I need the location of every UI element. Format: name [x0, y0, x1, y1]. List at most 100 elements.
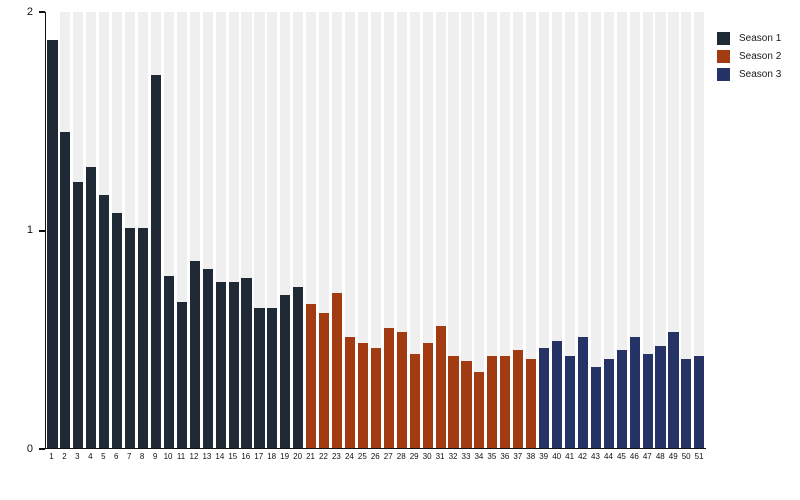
bar	[577, 336, 588, 448]
background-band	[357, 12, 368, 448]
plot-slot	[188, 12, 201, 448]
x-tick-label: 42	[578, 452, 587, 461]
plot-slot	[214, 12, 227, 448]
plot-slot	[46, 12, 59, 448]
x-tick-label: 37	[513, 452, 523, 461]
x-tick-label: 39	[539, 452, 549, 461]
legend-label: Season 1	[739, 33, 782, 44]
bar	[435, 325, 446, 448]
x-tick-label: 30	[422, 452, 432, 461]
x-tick-label: 24	[344, 452, 354, 461]
bar	[564, 356, 575, 448]
plot-slot	[538, 12, 551, 448]
plot-slot	[382, 12, 395, 448]
x-tick-label: 16	[241, 452, 251, 461]
plot-slot	[576, 12, 589, 448]
plot-slot	[693, 12, 706, 448]
background-band	[280, 12, 291, 448]
plot-slot	[447, 12, 460, 448]
bar	[526, 358, 537, 448]
x-tick-label: 13	[202, 452, 212, 461]
x-tick-label: 40	[552, 452, 562, 461]
background-band	[474, 12, 485, 448]
bar	[616, 349, 627, 448]
background-band	[461, 12, 472, 448]
x-tick-label: 50	[681, 452, 691, 461]
y-tick-label: 2	[26, 5, 33, 18]
bar	[319, 312, 330, 448]
bar	[357, 343, 368, 448]
season-3-swatch	[717, 68, 730, 81]
x-tick-label: 51	[694, 452, 704, 461]
bar	[448, 356, 459, 448]
bar	[603, 358, 614, 448]
bar	[461, 360, 472, 448]
x-tick-label: 49	[668, 452, 678, 461]
bar	[370, 347, 381, 448]
plot-slot	[421, 12, 434, 448]
plot-slot	[98, 12, 111, 448]
plot-slot	[395, 12, 408, 448]
bar	[409, 354, 420, 448]
season-2-swatch	[717, 50, 730, 63]
plot-slot	[137, 12, 150, 448]
x-tick-label: 17	[254, 452, 264, 461]
background-band	[577, 12, 588, 448]
x-tick-label: 47	[642, 452, 652, 461]
legend-item-season-3: Season 3	[717, 68, 781, 81]
background-band	[189, 12, 200, 448]
bar	[668, 332, 679, 448]
x-tick-label: 14	[215, 452, 225, 461]
plot-slot	[266, 12, 279, 448]
bar	[137, 227, 149, 448]
y-tick-mark	[39, 229, 45, 232]
background-band	[642, 12, 653, 448]
background-band	[564, 12, 575, 448]
bar	[332, 293, 343, 448]
x-tick-label: 12	[189, 452, 199, 461]
x-tick-label: 28	[396, 452, 406, 461]
bar	[202, 269, 213, 448]
plot-slot	[499, 12, 512, 448]
y-tick-mark	[39, 11, 45, 13]
background-band	[215, 12, 226, 448]
x-tick-label: 36	[500, 452, 510, 461]
plot-slot	[628, 12, 641, 448]
x-tick-label: 3	[75, 452, 80, 461]
x-tick-label: 44	[604, 452, 613, 461]
bar	[241, 277, 252, 448]
x-tick-label: 27	[383, 452, 393, 461]
legend: Season 1 Season 2 Season 3	[717, 32, 781, 86]
background-band	[267, 12, 278, 448]
x-tick-label: 31	[435, 452, 445, 461]
bar	[163, 275, 174, 448]
background-band	[500, 12, 511, 448]
background-band	[202, 12, 213, 448]
plot-slot	[344, 12, 357, 448]
background-band	[254, 12, 265, 448]
plot-slot	[124, 12, 137, 448]
bar	[125, 227, 136, 448]
bar	[539, 347, 550, 448]
background-band	[603, 12, 614, 448]
plot-slot	[654, 12, 667, 448]
bar	[306, 304, 317, 448]
x-tick-label: 6	[114, 452, 119, 461]
x-tick-label: 35	[487, 452, 497, 461]
x-tick-label: 41	[565, 452, 575, 461]
legend-label: Season 3	[739, 69, 782, 80]
bar	[551, 341, 563, 448]
plot-slot	[434, 12, 447, 448]
plot-slot	[641, 12, 654, 448]
plot-slot	[667, 12, 680, 448]
background-band	[551, 12, 563, 448]
bar	[267, 308, 278, 448]
x-tick-label: 38	[526, 452, 536, 461]
y-tick-mark	[39, 448, 45, 450]
bar	[694, 356, 705, 448]
x-tick-label: 8	[139, 452, 145, 461]
x-tick-label: 29	[409, 452, 419, 461]
x-tick-label: 34	[474, 452, 484, 461]
background-band	[526, 12, 537, 448]
x-tick-label: 46	[629, 452, 639, 461]
